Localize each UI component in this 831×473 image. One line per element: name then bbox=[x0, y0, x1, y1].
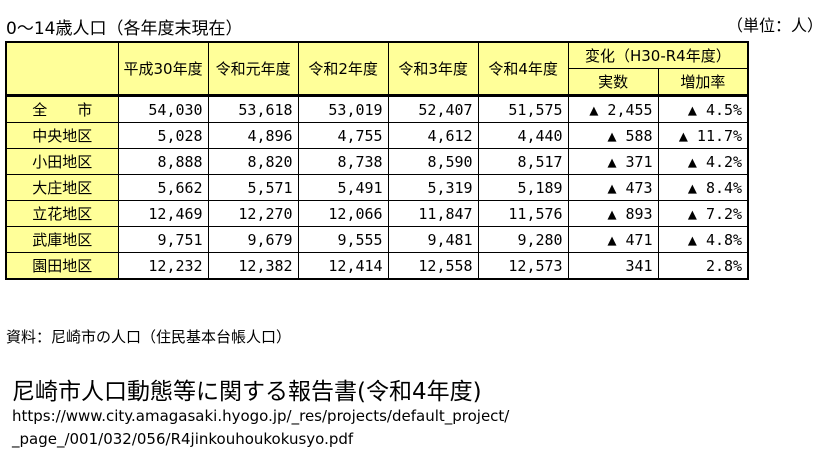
table-row: 中央地区 5,028 4,896 4,755 4,612 4,440 ▲ 588 ▲ 11.7… bbox=[5, 122, 749, 149]
table-cell: ▲ 7.2% bbox=[657, 200, 749, 227]
table-cell: 12,066 bbox=[297, 200, 389, 227]
row-label: 大庄地区 bbox=[5, 174, 119, 201]
table-cell: 11,576 bbox=[477, 200, 569, 227]
table-cell: 53,019 bbox=[297, 95, 389, 123]
table-cell: 12,232 bbox=[117, 252, 209, 280]
table-row: 園田地区 12,232 12,382 12,414 12,558 12,573 341 2.8… bbox=[5, 252, 749, 280]
table-cell: ▲ 471 bbox=[567, 226, 659, 253]
row-label: 小田地区 bbox=[5, 148, 119, 175]
url-line: https://www.city.amagasaki.hyogo.jp/_res… bbox=[12, 407, 510, 425]
header-blank bbox=[5, 41, 119, 96]
header-change-count: 実数 bbox=[567, 68, 659, 96]
header-year: 令和4年度 bbox=[477, 41, 569, 96]
header-change: 変化（H30-R4年度） bbox=[567, 41, 749, 69]
report-url: https://www.city.amagasaki.hyogo.jp/_res… bbox=[12, 405, 509, 451]
table-row: 武庫地区 9,751 9,679 9,555 9,481 9,280 ▲ 471 ▲ 4.8% bbox=[5, 226, 749, 253]
table-cell: ▲ 8.4% bbox=[657, 174, 749, 201]
row-label: 立花地区 bbox=[5, 200, 119, 227]
population-table: 平成30年度 令和元年度 令和2年度 令和3年度 令和4年度 変化（H30-R4… bbox=[5, 41, 750, 280]
table-cell: 53,618 bbox=[207, 95, 299, 123]
source-note: 資料：尼崎市の人口（住民基本台帳人口） bbox=[6, 328, 292, 346]
table-cell: 12,414 bbox=[297, 252, 389, 280]
table-row: 立花地区 12,469 12,270 12,066 11,847 11,576 ▲ 893 ▲… bbox=[5, 200, 749, 227]
table-cell: 8,590 bbox=[387, 148, 479, 175]
header-year: 令和3年度 bbox=[387, 41, 479, 96]
table-cell: 341 bbox=[567, 252, 659, 280]
header-change-rate: 増加率 bbox=[657, 68, 749, 96]
table-title: 0～14歳人口（各年度末現在） bbox=[6, 19, 243, 39]
table-row: 大庄地区 5,662 5,571 5,491 5,319 5,189 ▲ 473 ▲ 8.4% bbox=[5, 174, 749, 201]
table-cell: 2.8% bbox=[657, 252, 749, 280]
table-cell: 12,469 bbox=[117, 200, 209, 227]
table-cell: 12,270 bbox=[207, 200, 299, 227]
header-year: 令和2年度 bbox=[297, 41, 389, 96]
table-cell: 8,738 bbox=[297, 148, 389, 175]
table-cell: ▲ 2,455 bbox=[567, 95, 659, 123]
table-row: 全 市 54,030 53,618 53,019 52,407 51,575 ▲ 2,455… bbox=[5, 95, 749, 123]
table-cell: 9,555 bbox=[297, 226, 389, 253]
table-cell: ▲ 473 bbox=[567, 174, 659, 201]
table-cell: 12,573 bbox=[477, 252, 569, 280]
row-label: 全 市 bbox=[5, 95, 119, 123]
row-label: 園田地区 bbox=[5, 252, 119, 280]
table-cell: 4,755 bbox=[297, 122, 389, 149]
header-year: 平成30年度 bbox=[117, 41, 209, 96]
table-cell: 4,612 bbox=[387, 122, 479, 149]
table-cell: 12,382 bbox=[207, 252, 299, 280]
table-cell: 4,896 bbox=[207, 122, 299, 149]
table-cell: ▲ 371 bbox=[567, 148, 659, 175]
table-cell: ▲ 588 bbox=[567, 122, 659, 149]
table-cell: 8,820 bbox=[207, 148, 299, 175]
table-cell: ▲ 893 bbox=[567, 200, 659, 227]
table-cell: 4,440 bbox=[477, 122, 569, 149]
table-cell: ▲ 4.5% bbox=[657, 95, 749, 123]
row-label: 武庫地区 bbox=[5, 226, 119, 253]
table-cell: 5,319 bbox=[387, 174, 479, 201]
table-cell: 9,679 bbox=[207, 226, 299, 253]
table-cell: 9,481 bbox=[387, 226, 479, 253]
table-cell: 5,491 bbox=[297, 174, 389, 201]
table-cell: 54,030 bbox=[117, 95, 209, 123]
unit-label: （単位：人） bbox=[726, 16, 823, 35]
url-line: _page_/001/032/056/R4jinkouhoukokusyo.pd… bbox=[12, 430, 354, 448]
table-cell: 11,847 bbox=[387, 200, 479, 227]
table-cell: 9,280 bbox=[477, 226, 569, 253]
row-label: 中央地区 bbox=[5, 122, 119, 149]
report-title: 尼崎市人口動態等に関する報告書(令和4年度) bbox=[12, 379, 482, 405]
table-cell: 5,028 bbox=[117, 122, 209, 149]
table-cell: 52,407 bbox=[387, 95, 479, 123]
table-cell: 5,662 bbox=[117, 174, 209, 201]
table-cell: 8,517 bbox=[477, 148, 569, 175]
table-cell: ▲ 4.2% bbox=[657, 148, 749, 175]
header-year: 令和元年度 bbox=[207, 41, 299, 96]
table-cell: 9,751 bbox=[117, 226, 209, 253]
table-cell: ▲ 11.7% bbox=[657, 122, 749, 149]
table-cell: 8,888 bbox=[117, 148, 209, 175]
table-cell: 5,571 bbox=[207, 174, 299, 201]
table-cell: ▲ 4.8% bbox=[657, 226, 749, 253]
table-row: 小田地区 8,888 8,820 8,738 8,590 8,517 ▲ 371 ▲ 4.2% bbox=[5, 148, 749, 175]
table-cell: 5,189 bbox=[477, 174, 569, 201]
table-cell: 51,575 bbox=[477, 95, 569, 123]
table-cell: 12,558 bbox=[387, 252, 479, 280]
